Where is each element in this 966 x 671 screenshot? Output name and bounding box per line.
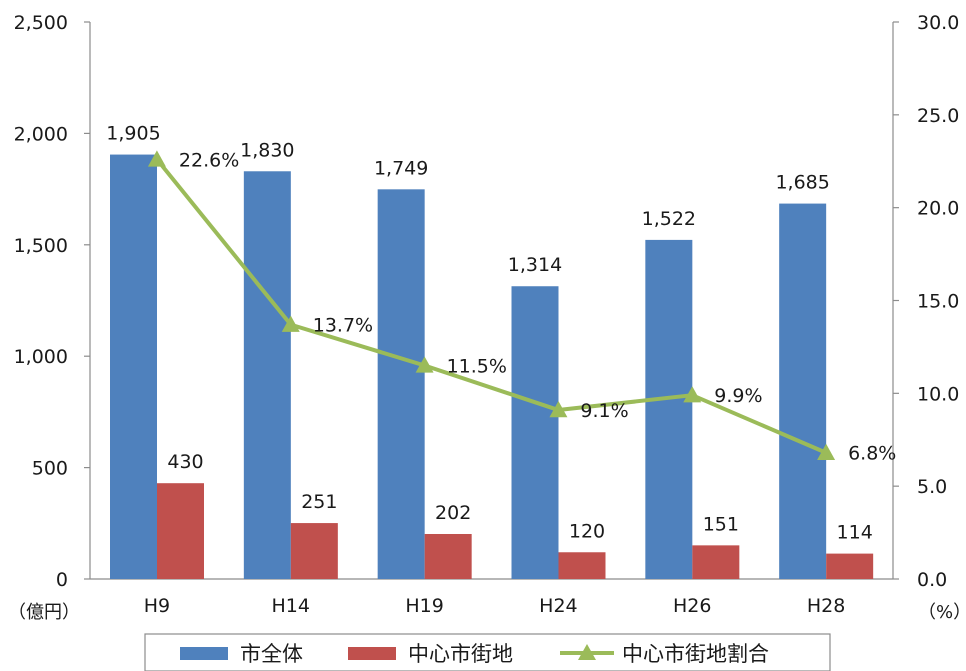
bar-total [779,203,827,579]
right-tick-label: 25.0 [917,105,959,127]
legend-swatch-total [180,647,228,660]
bar-total-label: 1,905 [106,123,160,145]
right-tick-label: 20.0 [917,198,959,220]
bar-total [243,171,291,579]
bar-total [377,189,425,579]
right-tick-label: 0.0 [917,569,947,591]
legend-label-center: 中心市街地 [408,642,513,666]
right-tick-label: 10.0 [917,383,959,405]
bar-total-label: 1,314 [508,254,562,276]
right-axis-unit: （%） [918,602,966,623]
bar-center [826,553,874,579]
left-tick-label: 500 [32,458,68,480]
bar-center [290,523,338,579]
data-labels: 1,905 430 1,830 251 1,749 202 1,314 120 1,522 151… [106,123,896,544]
left-tick-label: 1,000 [14,346,68,368]
right-tick-label: 15.0 [917,291,959,313]
ratio-marker [549,401,568,418]
bar-center [424,533,472,579]
legend: 市全体 中心市街地 中心市街地割合 [144,633,831,671]
bar-total-label: 1,830 [240,139,294,161]
category-label: H19 [405,595,443,617]
left-tick-label: 0 [56,569,68,591]
legend-box [144,633,831,671]
legend-label-ratio: 中心市街地割合 [622,642,769,666]
bar-total-label: 1,685 [775,172,829,194]
legend-swatch-center [348,647,396,660]
category-label: H24 [539,595,577,617]
bar-center-label: 251 [301,491,337,513]
ratio-marker [147,150,166,167]
ratio-marker [817,443,836,460]
ratio-label: 9.1% [580,400,628,422]
left-tick-label: 2,500 [14,12,68,34]
bar-center [558,552,606,579]
bar-total [645,239,693,579]
left-tick-label: 2,000 [14,123,68,145]
right-tick-label: 5.0 [917,476,947,498]
legend-swatch-ratio-marker [578,644,596,660]
bar-center-label: 202 [435,502,471,524]
right-tick-label: 30.0 [917,12,959,34]
ratio-label: 11.5% [447,355,507,377]
ratio-label: 22.6% [179,149,239,171]
ratio-marker [415,356,434,373]
axes: 0 500 1,000 1,500 2,000 2,500 0.0 5.0 10.0 15.0 20… [8,12,966,623]
bars [110,154,874,580]
ratio-label: 13.7% [313,315,373,337]
bar-center [692,545,740,579]
ratio-label: 9.9% [714,385,762,407]
category-label: H26 [673,595,711,617]
legend-label-total: 市全体 [240,642,303,666]
category-label: H9 [144,595,170,617]
left-axis-unit: （億円） [8,602,80,623]
bar-total [511,286,559,579]
ratio-marker [683,386,702,403]
category-label: H28 [807,595,845,617]
bar-center-label: 430 [167,451,203,473]
ratio-label: 6.8% [848,443,896,465]
bar-total-label: 1,522 [642,208,696,230]
bar-center-label: 114 [837,522,873,544]
ratio-line [147,150,836,460]
category-label: H14 [272,595,310,617]
bar-total-label: 1,749 [374,157,428,179]
ratio-series-line [155,158,827,455]
bar-center-label: 120 [569,520,605,542]
bar-center-label: 151 [703,513,739,535]
left-tick-label: 1,500 [14,235,68,257]
ratio-marker [281,315,300,332]
bar-total [110,154,157,580]
bar-center [157,483,204,579]
